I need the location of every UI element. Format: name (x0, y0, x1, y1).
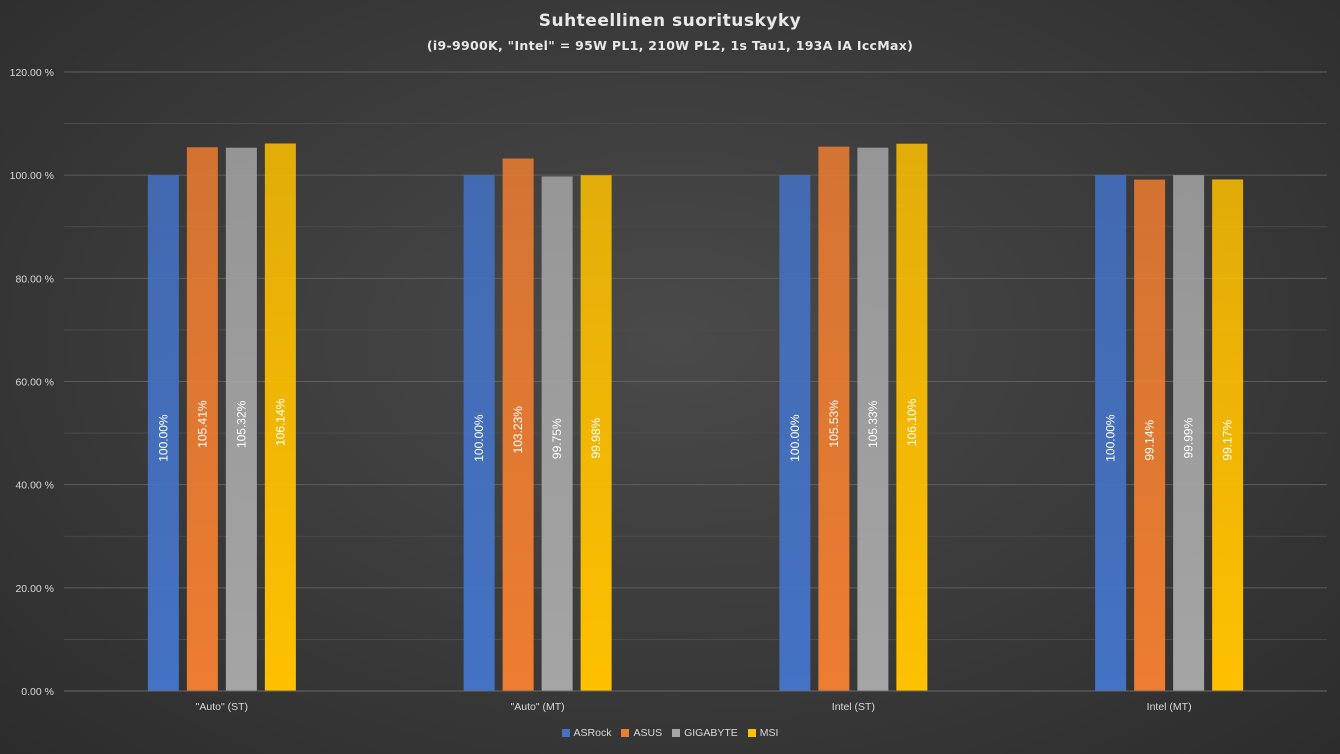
data-label: 100.00% (788, 414, 802, 462)
bar-asus (186, 147, 218, 692)
legend-label: ASRock (573, 727, 612, 739)
bar-gigabyte (541, 176, 573, 692)
legend-label: MSI (759, 727, 779, 739)
chart-title: Suhteellinen suorituskyky (538, 11, 802, 31)
chart-legend: ASRock ASUS GIGABYTE MSI (0, 727, 1340, 739)
y-tick-label: 80.00 % (15, 273, 54, 285)
x-category-label: Intel (ST) (832, 701, 875, 713)
legend-item-msi: MSI (747, 727, 779, 739)
legend-item-asrock: ASRock (561, 727, 612, 739)
y-tick-label: 40.00 % (15, 480, 54, 492)
bar-asus (1134, 179, 1166, 691)
data-label: 106.14% (273, 398, 287, 446)
bar-gigabyte (1173, 175, 1205, 691)
bar-asrock (463, 175, 495, 691)
legend-swatch (672, 729, 681, 737)
legend-label: GIGABYTE (684, 727, 738, 739)
data-label: 100.00% (472, 414, 486, 462)
data-label: 105.33% (866, 400, 880, 448)
bar-asrock (147, 175, 179, 691)
data-label: 105.53% (827, 400, 841, 448)
data-label: 103.23% (511, 406, 525, 454)
x-category-label: Intel (MT) (1147, 701, 1192, 713)
data-label: 100.00% (1104, 414, 1118, 462)
y-tick-label: 60.00 % (15, 377, 54, 389)
bar-gigabyte (225, 147, 257, 691)
data-label: 100.00% (156, 414, 170, 462)
chart-subtitle: (i9-9900K, "Intel" = 95W PL1, 210W PL2, … (426, 38, 914, 53)
bar-msi (580, 175, 612, 691)
y-tick-label: 20.00 % (15, 583, 54, 595)
legend-label: ASUS (633, 727, 663, 739)
bar-asrock (1095, 175, 1127, 691)
data-label: 105.32% (234, 400, 248, 448)
y-tick-label: 120.00 % (10, 67, 54, 79)
data-label: 99.14% (1143, 420, 1157, 461)
y-tick-label: 0.00 % (21, 686, 54, 698)
bar-asrock (779, 175, 811, 691)
data-label: 99.99% (1182, 417, 1196, 458)
data-label: 99.75% (550, 418, 564, 459)
legend-swatch (621, 729, 630, 737)
data-label: 99.17% (1221, 420, 1235, 461)
data-label: 99.98% (589, 417, 603, 458)
bar-asus (502, 158, 534, 691)
legend-swatch (747, 729, 756, 737)
bar-gigabyte (857, 147, 889, 692)
y-tick-label: 100.00 % (10, 170, 54, 182)
x-category-label: "Auto" (ST) (196, 701, 248, 713)
data-label: 106.10% (905, 398, 919, 446)
bar-msi (896, 143, 928, 692)
legend-item-asus: ASUS (621, 727, 662, 739)
legend-swatch (561, 729, 570, 737)
x-category-label: "Auto" (MT) (511, 701, 565, 713)
legend-item-gigabyte: GIGABYTE (672, 727, 738, 739)
bar-asus (818, 146, 850, 691)
bar-msi (264, 143, 296, 691)
bar-msi (1212, 179, 1244, 691)
data-label: 105.41% (195, 400, 209, 448)
